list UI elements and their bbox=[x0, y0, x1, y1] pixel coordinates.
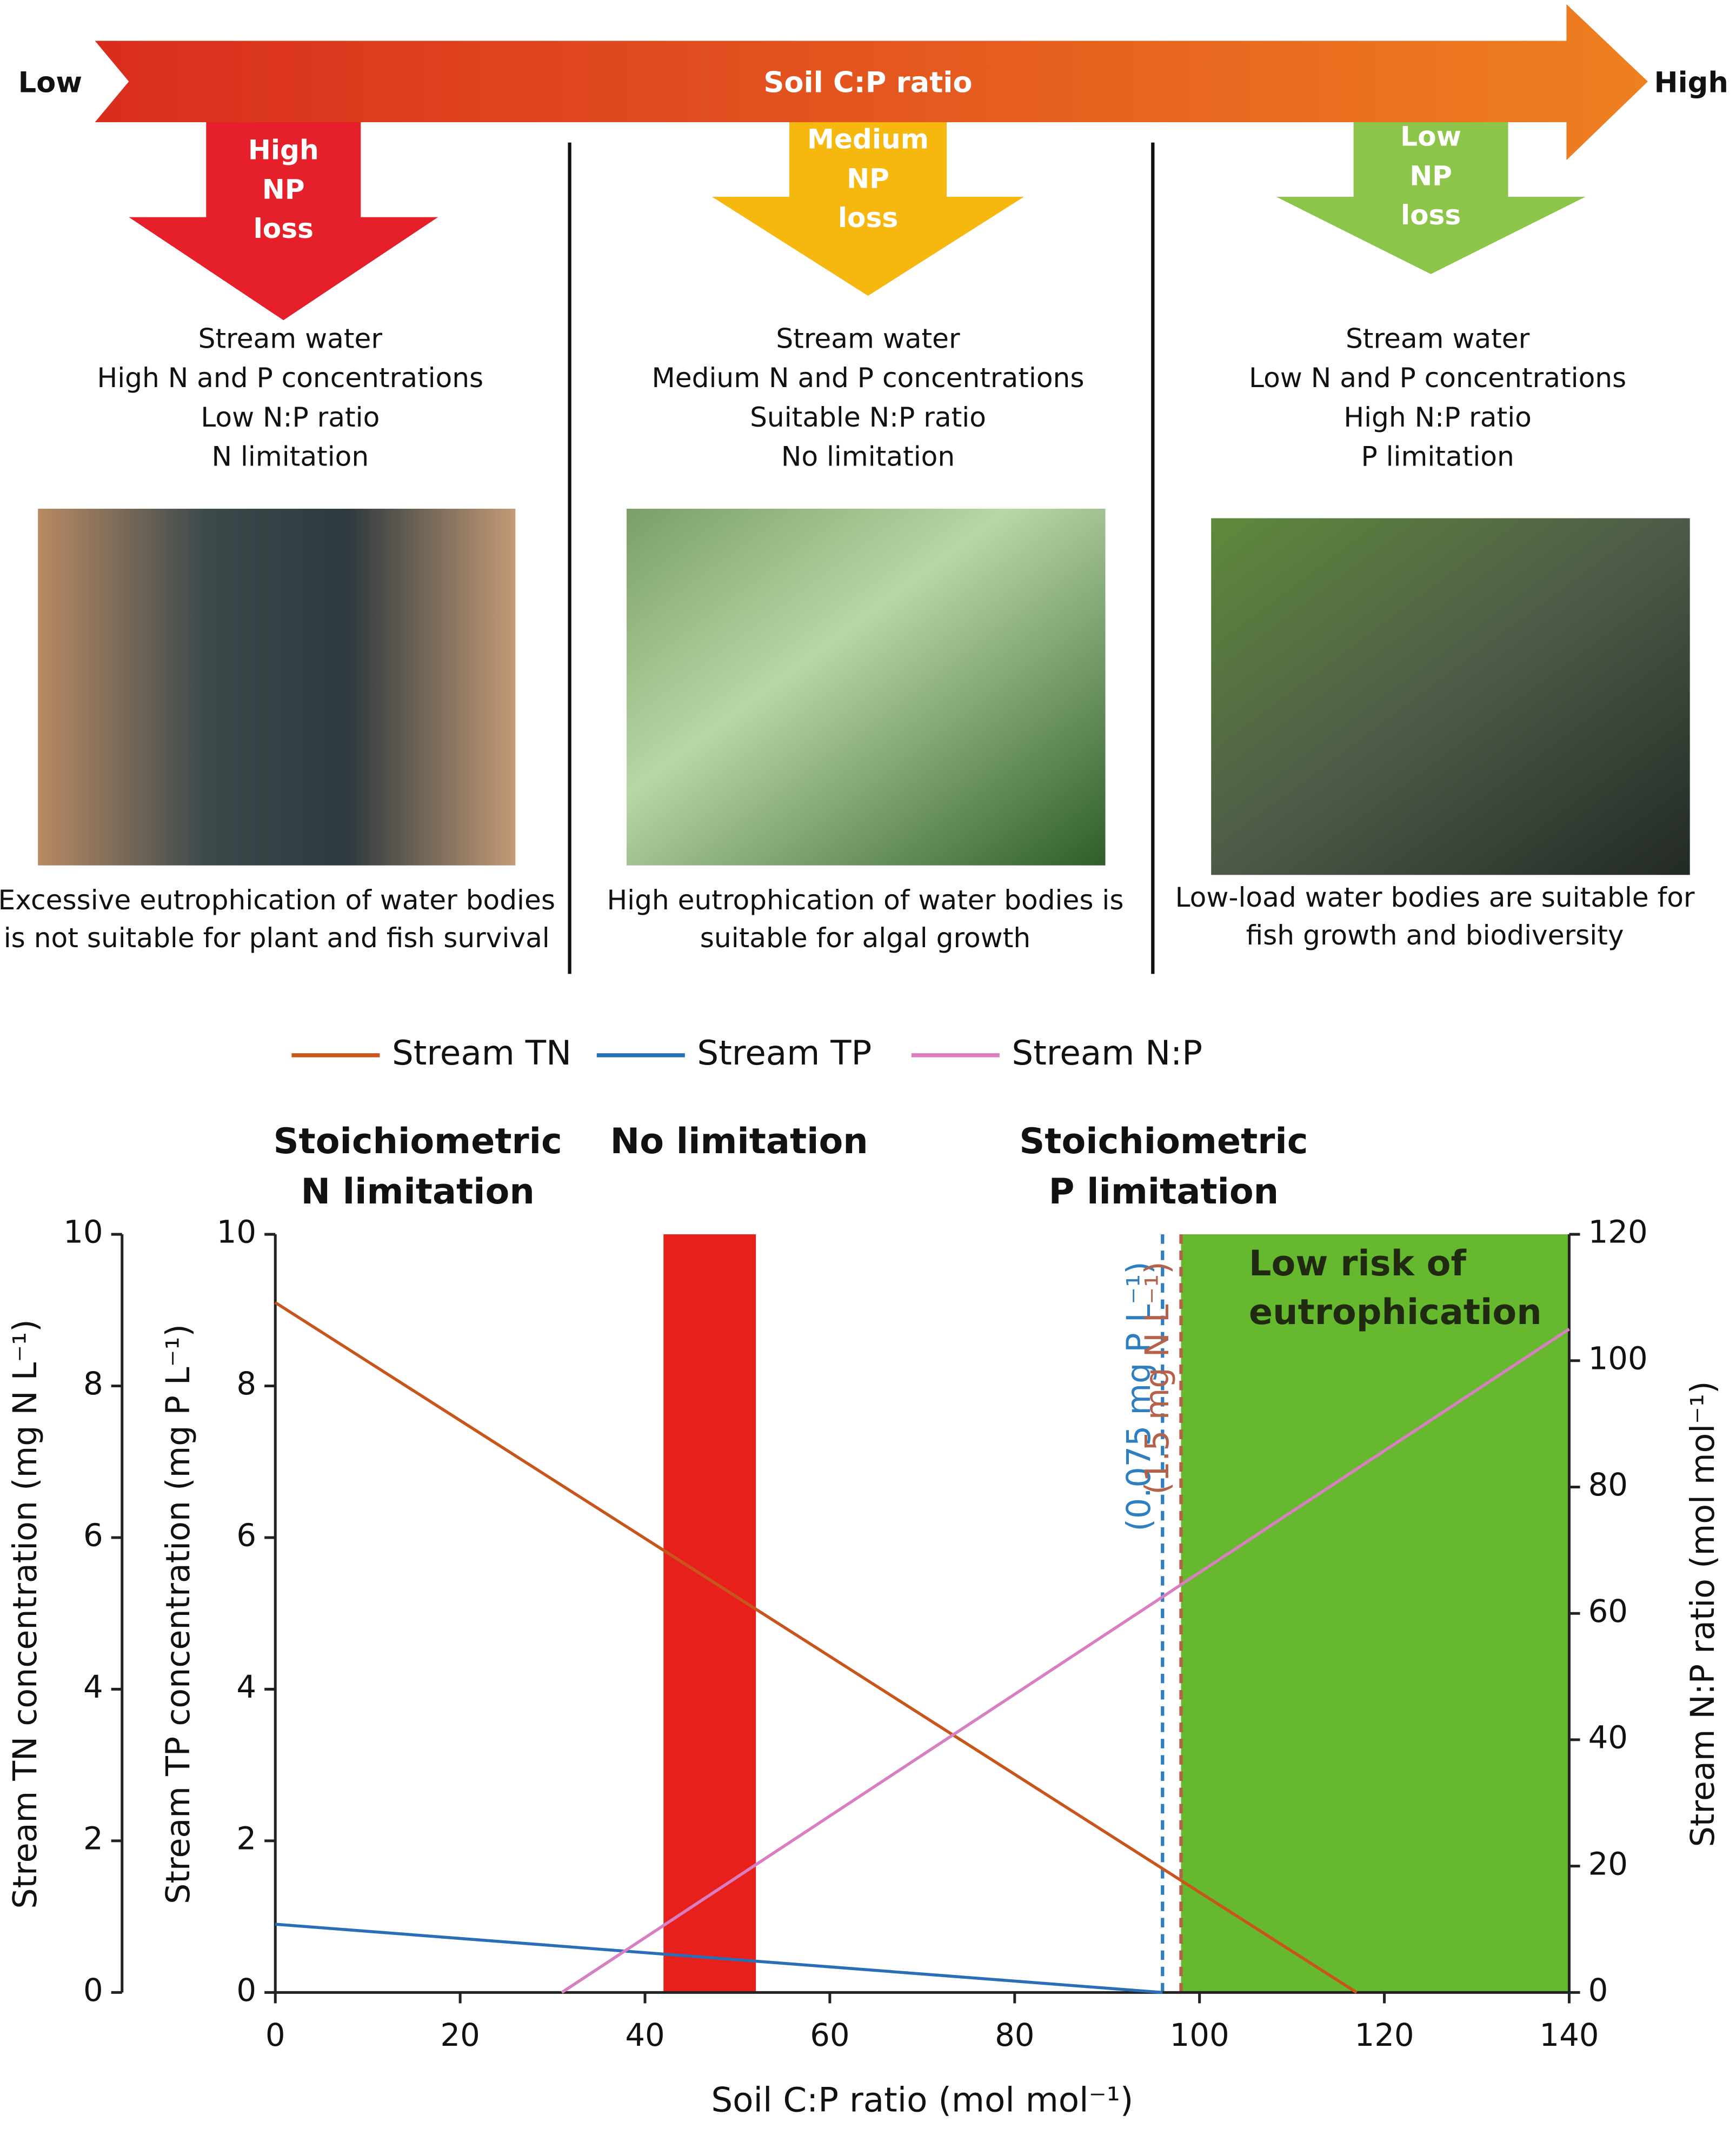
band-label: Low risk of bbox=[1249, 1243, 1467, 1284]
loss-label: loss bbox=[1401, 199, 1461, 231]
caption: suitable for algal growth bbox=[700, 922, 1030, 954]
y-tick-label: 2 bbox=[236, 1820, 256, 1857]
loss-label: loss bbox=[254, 212, 314, 244]
loss-arrow bbox=[129, 122, 438, 321]
description: Stream water bbox=[776, 322, 960, 354]
y-tick-label: 10 bbox=[217, 1214, 256, 1251]
band-label: eutrophication bbox=[1249, 1292, 1542, 1333]
x-tick-label: 120 bbox=[1355, 2017, 1414, 2053]
description: High N:P ratio bbox=[1343, 401, 1531, 433]
series-line bbox=[274, 1301, 1358, 1994]
caption: High eutrophication of water bodies is bbox=[607, 884, 1123, 916]
description: Low N and P concentrations bbox=[1249, 362, 1626, 394]
x-tick-label: 140 bbox=[1539, 2017, 1599, 2053]
region-label: Stoichiometric bbox=[1019, 1121, 1308, 1162]
y-tick-label: 2 bbox=[83, 1820, 103, 1857]
legend-label: Stream TP bbox=[697, 1033, 872, 1073]
y-tick-label: 0 bbox=[236, 1972, 256, 2008]
caption: Low-load water bodies are suitable for bbox=[1175, 881, 1695, 913]
band bbox=[663, 1234, 756, 1993]
x-tick-label: 20 bbox=[440, 2017, 480, 2053]
y2-tick-label: 100 bbox=[1588, 1340, 1648, 1376]
loss-label: loss bbox=[838, 202, 898, 234]
y-tick-label: 10 bbox=[63, 1214, 103, 1251]
x-axis-title: Soil C:P ratio (mol mol⁻¹) bbox=[711, 2080, 1133, 2120]
series-line bbox=[561, 1328, 1570, 1994]
arrow-start: Low bbox=[18, 66, 82, 99]
ratio-arrow bbox=[95, 4, 1648, 161]
y2-tick-label: 20 bbox=[1588, 1845, 1628, 1882]
description: Stream water bbox=[1346, 322, 1530, 354]
description: Low N:P ratio bbox=[201, 401, 380, 433]
loss-arrow bbox=[1276, 122, 1586, 274]
region-label: No limitation bbox=[610, 1121, 868, 1162]
description: Medium N and P concentrations bbox=[652, 362, 1085, 394]
loss-label: High bbox=[248, 134, 319, 166]
threshold-label: (1.5 mg N L⁻¹) bbox=[1139, 1261, 1176, 1494]
y2-tick-label: 0 bbox=[1588, 1972, 1608, 2008]
arrow-end: High bbox=[1654, 66, 1728, 99]
region-label: P limitation bbox=[1049, 1171, 1279, 1212]
description: P limitation bbox=[1361, 441, 1514, 473]
y2-tick-label: 80 bbox=[1588, 1466, 1628, 1503]
loss-label: NP bbox=[1409, 159, 1452, 191]
x-tick-label: 100 bbox=[1170, 2017, 1229, 2053]
photo bbox=[38, 508, 516, 866]
y-tick-label: 6 bbox=[236, 1517, 256, 1554]
y-tick-label: 8 bbox=[236, 1365, 256, 1402]
region-label: N limitation bbox=[301, 1171, 535, 1212]
region-label: Stoichiometric bbox=[274, 1121, 562, 1162]
x-tick-label: 40 bbox=[625, 2017, 664, 2053]
description: Suitable N:P ratio bbox=[750, 401, 986, 433]
description: High N and P concentrations bbox=[97, 362, 483, 394]
loss-label: Low bbox=[1400, 121, 1461, 152]
loss-label: Medium bbox=[807, 123, 929, 155]
y2-tick-label: 40 bbox=[1588, 1719, 1628, 1756]
legend-label: Stream N:P bbox=[1012, 1033, 1202, 1073]
x-tick-label: 80 bbox=[995, 2017, 1034, 2053]
loss-arrow bbox=[712, 122, 1024, 296]
loss-label: NP bbox=[262, 173, 305, 205]
caption: Excessive eutrophication of water bodies bbox=[0, 884, 555, 916]
y-axis-title: Stream TP concentration (mg P L⁻¹) bbox=[159, 1324, 197, 1904]
y-tick-label: 0 bbox=[83, 1972, 103, 2008]
caption: fish growth and biodiversity bbox=[1246, 919, 1624, 951]
photo bbox=[1211, 518, 1690, 875]
legend-label: Stream TN bbox=[392, 1033, 571, 1073]
x-tick-label: 60 bbox=[810, 2017, 849, 2053]
series-line bbox=[275, 1923, 1163, 1994]
x-tick-label: 0 bbox=[265, 2017, 285, 2053]
description: No limitation bbox=[781, 441, 955, 473]
y2-axis-title: Stream N:P ratio (mol mol⁻¹) bbox=[1684, 1381, 1722, 1847]
description: N limitation bbox=[212, 441, 369, 473]
y-tick-label: 4 bbox=[83, 1668, 103, 1705]
y-tick-label: 4 bbox=[236, 1668, 256, 1705]
y2-tick-label: 60 bbox=[1588, 1593, 1628, 1629]
y-axis-title: Stream TN concentration (mg N L⁻¹) bbox=[6, 1319, 44, 1908]
description: Stream water bbox=[198, 322, 383, 354]
y-tick-label: 6 bbox=[83, 1517, 103, 1554]
y-tick-label: 8 bbox=[83, 1365, 103, 1402]
threshold-label: (0.075 mg P L⁻¹) bbox=[1120, 1261, 1158, 1531]
band bbox=[1181, 1234, 1569, 1993]
loss-label: NP bbox=[847, 162, 889, 194]
arrow-label: Soil C:P ratio bbox=[763, 66, 972, 99]
caption: is not suitable for plant and fish survi… bbox=[4, 922, 550, 954]
photo bbox=[626, 508, 1106, 866]
y2-tick-label: 120 bbox=[1588, 1214, 1648, 1251]
